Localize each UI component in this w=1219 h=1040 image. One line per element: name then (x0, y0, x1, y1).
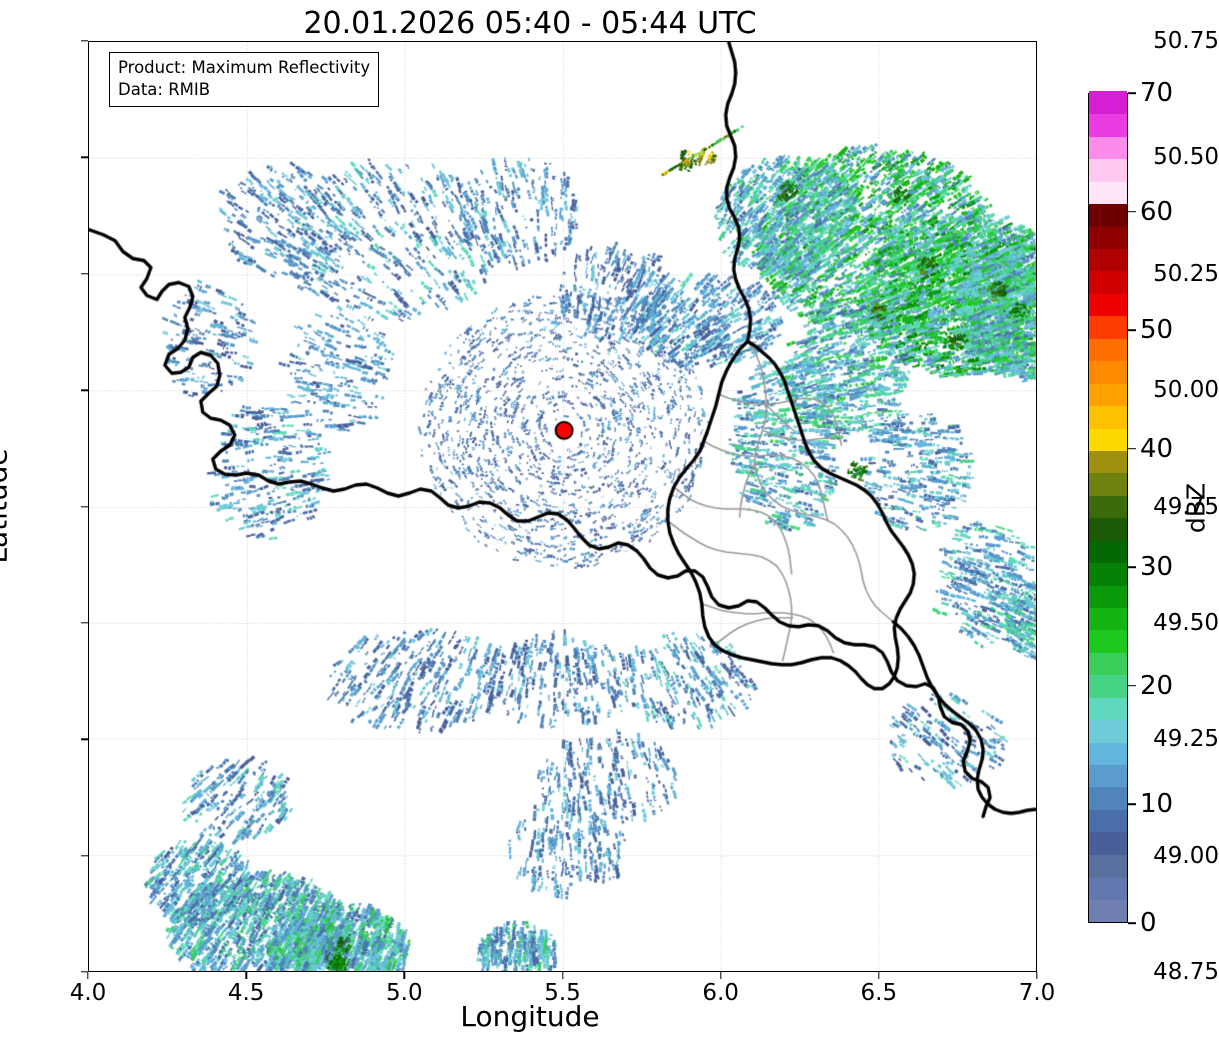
colorbar-band (1089, 809, 1127, 833)
colorbar-tick-label: 20 (1140, 670, 1174, 701)
colorbar-tick-mark (1128, 803, 1136, 806)
y-axis-tick-label: 50.50 (1153, 144, 1219, 171)
colorbar-tick-label: 70 (1140, 78, 1174, 108)
colorbar-band (1089, 674, 1127, 698)
y-axis-tick-mark (81, 156, 88, 159)
colorbar-title: dBZ (1181, 482, 1211, 534)
y-axis-tick-label: 50.00 (1153, 377, 1219, 404)
colorbar-tick-label: 30 (1140, 552, 1174, 583)
y-axis-tick-label: 49.75 (1153, 493, 1219, 520)
radar-reflectivity-canvas[interactable] (89, 42, 1036, 971)
reflectivity-colorbar[interactable] (1088, 91, 1128, 923)
colorbar-band (1089, 697, 1127, 721)
x-axis-tick-label: 6.0 (702, 980, 739, 1006)
y-axis-tick-mark (81, 389, 88, 391)
colorbar-band (1089, 540, 1127, 564)
y-axis-tick-mark (81, 738, 88, 740)
colorbar-band (1089, 203, 1127, 227)
y-axis-tick-label: 49.25 (1153, 726, 1219, 753)
colorbar-tick-label: 60 (1140, 196, 1174, 227)
colorbar-tick-mark (1128, 447, 1136, 450)
colorbar-band (1089, 472, 1127, 496)
x-axis-tick-label: 7.0 (1018, 980, 1056, 1006)
colorbar-band (1089, 741, 1127, 765)
radar-map-plot[interactable] (88, 41, 1037, 972)
colorbar-tick-mark (1128, 685, 1136, 687)
info-product-line: Product: Maximum Reflectivity (118, 58, 371, 77)
colorbar-tick-mark (1128, 922, 1136, 924)
colorbar-band (1089, 629, 1127, 653)
colorbar-band (1089, 383, 1127, 407)
x-axis-tick-label: 5.0 (386, 980, 423, 1006)
colorbar-band (1089, 360, 1127, 384)
x-axis-label: Longitude (460, 1000, 600, 1033)
y-axis-label: Latitude (0, 448, 14, 564)
colorbar-band (1089, 719, 1127, 743)
x-axis-tick-mark (719, 972, 722, 979)
colorbar-band (1089, 764, 1127, 788)
colorbar-band (1089, 427, 1127, 451)
product-info-box: Product: Maximum Reflectivity Data: RMIB (109, 52, 380, 107)
colorbar-band (1089, 293, 1127, 317)
colorbar-tick-label: 10 (1140, 789, 1174, 820)
x-axis-tick-label: 4.5 (227, 980, 265, 1006)
colorbar-band (1089, 898, 1127, 922)
colorbar-band (1089, 136, 1127, 160)
colorbar-band (1089, 517, 1127, 541)
y-axis-tick-label: 49.00 (1153, 842, 1219, 869)
colorbar-band (1089, 405, 1127, 429)
colorbar-band (1089, 876, 1127, 900)
y-axis-tick-mark (81, 273, 88, 275)
colorbar-tick-label: 40 (1140, 433, 1174, 464)
y-axis-tick-mark (81, 971, 88, 973)
colorbar-band (1089, 248, 1127, 272)
colorbar-band (1089, 91, 1127, 115)
colorbar-tick-label: 50 (1140, 315, 1174, 346)
page-title: 20.01.2026 05:40 - 05:44 UTC (303, 6, 757, 41)
colorbar-band (1089, 562, 1127, 586)
colorbar-tick-mark (1128, 92, 1136, 94)
x-axis-tick-mark (878, 972, 880, 979)
y-axis-tick-label: 49.50 (1153, 609, 1219, 636)
x-axis-tick-mark (1036, 972, 1038, 979)
colorbar-band (1089, 584, 1127, 608)
y-axis-tick-label: 48.75 (1153, 959, 1219, 985)
x-axis-tick-label: 6.5 (860, 980, 898, 1006)
x-axis-tick-label: 4.0 (69, 980, 107, 1006)
colorbar-tick-label: 0 (1140, 908, 1157, 938)
x-axis-tick-mark (87, 972, 89, 979)
y-axis-tick-mark (81, 854, 88, 857)
colorbar-band (1089, 831, 1127, 855)
colorbar-band (1089, 113, 1127, 137)
y-axis-tick-label: 50.75 (1153, 28, 1219, 54)
colorbar-band (1089, 338, 1127, 362)
colorbar-band (1089, 652, 1127, 676)
colorbar-band (1089, 854, 1127, 878)
y-axis-tick-mark (81, 40, 88, 42)
colorbar-band (1089, 270, 1127, 294)
colorbar-band (1089, 786, 1127, 810)
info-data-line: Data: RMIB (118, 79, 211, 99)
colorbar-tick-mark (1128, 210, 1136, 213)
x-axis-tick-mark (561, 972, 564, 979)
y-axis-tick-mark (81, 622, 88, 624)
colorbar-band (1089, 495, 1127, 519)
colorbar-tick-mark (1128, 566, 1136, 569)
x-axis-tick-label: 5.5 (544, 980, 581, 1006)
y-axis-tick-label: 50.25 (1153, 260, 1219, 287)
colorbar-band (1089, 450, 1127, 474)
colorbar-band (1089, 158, 1127, 182)
colorbar-band (1089, 315, 1127, 339)
x-axis-tick-mark (245, 972, 247, 979)
colorbar-tick-mark (1128, 329, 1136, 331)
colorbar-band (1089, 181, 1127, 205)
colorbar-band (1089, 607, 1127, 631)
x-axis-tick-mark (403, 972, 406, 979)
y-axis-tick-mark (81, 505, 88, 508)
colorbar-band (1089, 226, 1127, 250)
